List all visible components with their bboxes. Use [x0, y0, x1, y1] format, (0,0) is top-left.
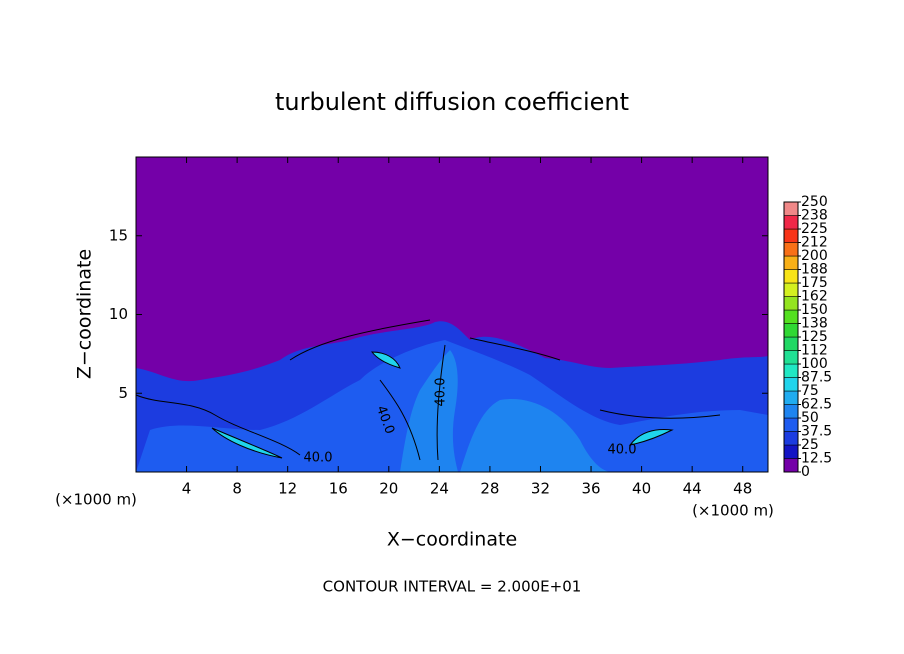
contour-line [135, 319, 721, 461]
y-tick-label: 5 [118, 384, 128, 402]
colorbar-segment [783, 309, 799, 324]
x-tick-label: 32 [531, 480, 550, 498]
field [135, 157, 768, 472]
colorbar-segment [783, 444, 799, 459]
colorbar-label: 25 [801, 437, 819, 453]
colorbar-label: 112 [801, 343, 828, 359]
colorbar-label: 138 [801, 316, 828, 332]
colorbar-segment [783, 390, 799, 405]
x-tick-label: 12 [278, 480, 297, 498]
x-tick-label: 8 [232, 480, 242, 498]
contour-label: 40.0 [434, 378, 449, 407]
field-region [211, 351, 674, 459]
colorbar-label: 225 [801, 221, 828, 237]
colorbar-label: 12.5 [801, 451, 832, 467]
colorbar-segment [783, 336, 799, 351]
y-tick-label: 15 [109, 226, 128, 244]
colorbar-label: 100 [801, 356, 828, 372]
colorbar-label: 150 [801, 302, 828, 318]
colorbar-label: 62.5 [801, 397, 832, 413]
colorbar-label: 125 [801, 329, 828, 345]
chart-title: turbulent diffusion coefficient [275, 88, 629, 116]
x-unit-label: (×1000 m) [692, 502, 774, 520]
footer-note: CONTOUR INTERVAL = 2.000E+01 [323, 578, 582, 596]
x-tick-label: 16 [329, 480, 348, 498]
y-axis-title: Z−coordinate [74, 249, 96, 379]
x-unit-label: (×1000 m) [55, 491, 137, 509]
x-tick-label: 4 [182, 480, 192, 498]
colorbar-segment [783, 377, 799, 392]
y-tick-label: 10 [109, 305, 128, 323]
colorbar-segment [783, 458, 799, 473]
colorbar-label: 212 [801, 235, 828, 251]
colorbar-segment [783, 255, 799, 270]
colorbar-label: 200 [801, 248, 828, 264]
field-region [400, 350, 610, 472]
x-tick-label: 28 [480, 480, 499, 498]
colorbar-label: 162 [801, 289, 828, 305]
colorbar-label: 87.5 [801, 370, 832, 386]
colorbar-segment [783, 363, 799, 378]
colorbar-label: 188 [801, 262, 828, 278]
colorbar-label: 175 [801, 275, 828, 291]
colorbar-label: 0 [801, 464, 810, 480]
x-tick-label: 24 [430, 480, 449, 498]
colorbar-segment [783, 228, 799, 243]
colorbar-segment [783, 417, 799, 432]
colorbar-segment [783, 201, 799, 216]
colorbar-segment [783, 242, 799, 257]
x-tick-label: 48 [733, 480, 752, 498]
colorbar-segment [783, 282, 799, 297]
colorbar-segment [783, 323, 799, 338]
colorbar-label: 238 [801, 208, 828, 224]
colorbar-segment [783, 350, 799, 365]
colorbar-segment [783, 269, 799, 284]
colorbar-label: 50 [801, 410, 819, 426]
colorbar-label: 250 [801, 194, 828, 210]
colorbar-label: 37.5 [801, 424, 832, 440]
x-tick-label: 40 [632, 480, 651, 498]
colorbar-segment [783, 296, 799, 311]
colorbar-segment [783, 404, 799, 419]
colorbar-segment [783, 215, 799, 230]
contour-label: 40.0 [608, 443, 637, 458]
colorbar-segment [783, 431, 799, 446]
contour-label: 40.0 [304, 451, 333, 466]
x-tick-label: 36 [581, 480, 600, 498]
x-axis-title: X−coordinate [387, 529, 517, 551]
x-tick-label: 44 [683, 480, 702, 498]
x-tick-label: 20 [379, 480, 398, 498]
colorbar-label: 75 [801, 383, 819, 399]
